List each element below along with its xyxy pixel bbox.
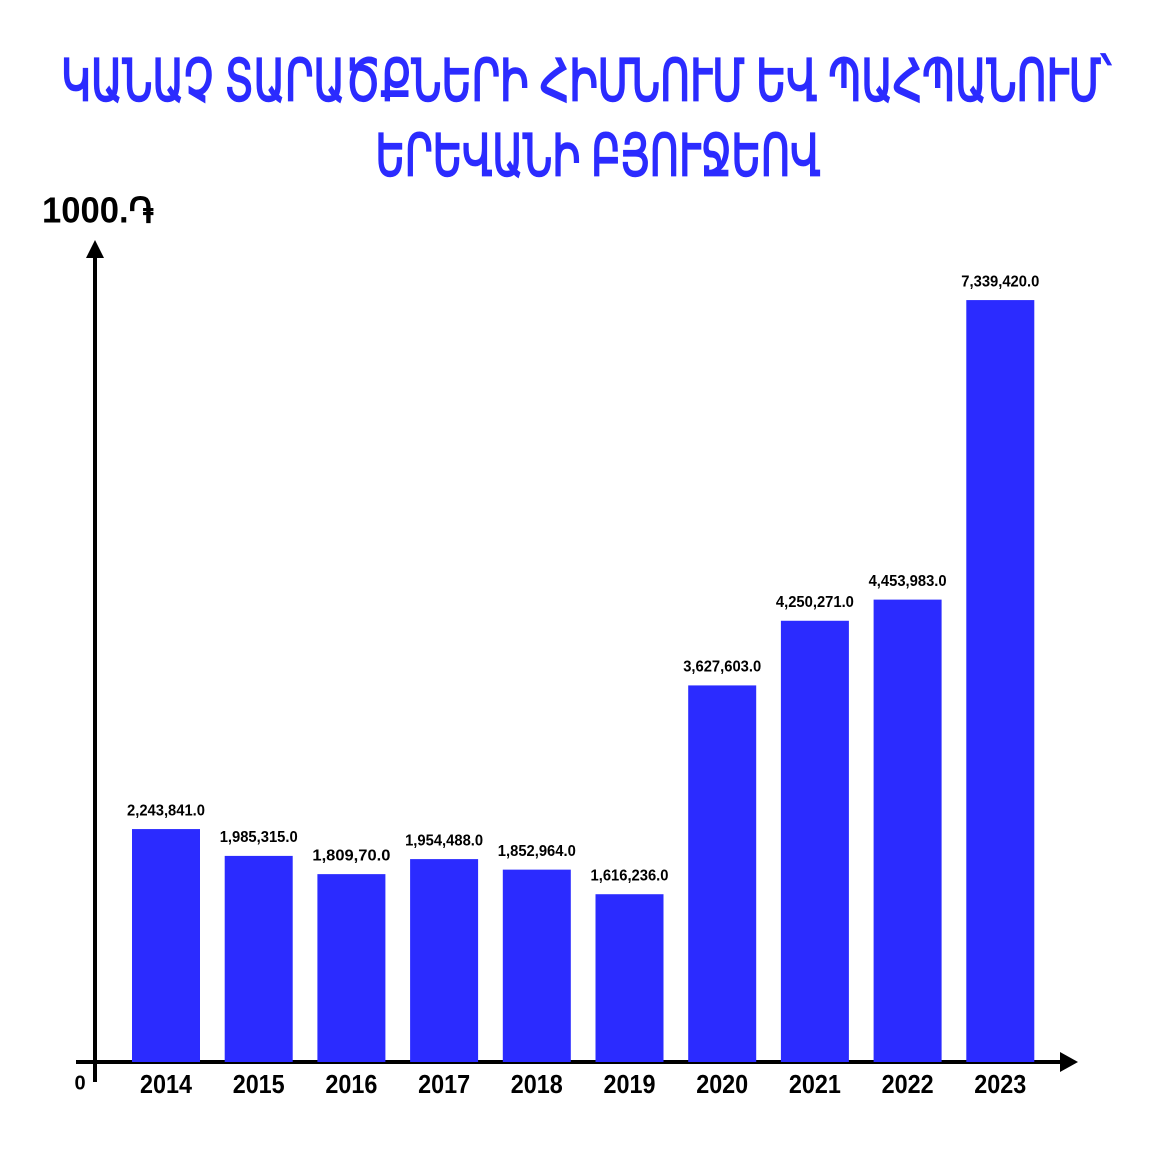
value-label: 1,954,488.0: [405, 832, 483, 849]
bar: [595, 894, 664, 1062]
bar: [688, 685, 757, 1062]
x-tick-label: 2015: [233, 1069, 285, 1099]
x-tick-label: 2017: [418, 1069, 470, 1099]
x-tick-label: 2023: [974, 1069, 1026, 1099]
chart-title: ԿԱՆԱՉ ՏԱՐԱԾՔՆԵՐԻ ՀԻՄՆՈՒՄ ԵՎ ՊԱՀՊԱՆՈՒՄ՝: [61, 48, 1113, 113]
bar: [410, 859, 479, 1062]
x-tick-label: 2020: [696, 1069, 748, 1099]
value-label: 2,243,841.0: [127, 802, 205, 819]
bar: [132, 829, 200, 1062]
x-tick-label: 2022: [882, 1069, 934, 1099]
x-tick-label: 2021: [789, 1069, 841, 1099]
value-label: 7,339,420.0: [961, 273, 1039, 290]
value-label: 1,985,315.0: [220, 829, 298, 846]
value-label: 4,453,983.0: [869, 573, 947, 590]
bar: [873, 599, 942, 1062]
x-tick-label: 2018: [511, 1069, 563, 1099]
chart-title: ԵՐԵՎԱՆԻ ԲՅՈՒՋԵՈՎ: [376, 123, 821, 188]
x-tick-label: 2019: [604, 1069, 656, 1099]
y-axis-arrow: [86, 240, 104, 258]
value-label: 4,250,271.0: [776, 594, 854, 611]
bar: [966, 300, 1035, 1062]
value-label: 3,627,603.0: [683, 659, 761, 676]
bar: [780, 620, 849, 1062]
bar: [317, 874, 386, 1062]
x-tick-label: 2016: [325, 1069, 377, 1099]
x-tick-label: 2014: [140, 1069, 192, 1099]
y-axis-label: 1000.֏: [42, 190, 154, 231]
value-label: 1,852,964.0: [498, 843, 576, 860]
value-label: 1,809,70.0: [312, 847, 390, 864]
bar: [502, 869, 571, 1062]
x-axis-arrow: [1060, 1052, 1078, 1072]
value-label: 1,616,236.0: [591, 867, 669, 884]
bar: [224, 855, 293, 1062]
y-tick-label: 0: [74, 1072, 85, 1094]
